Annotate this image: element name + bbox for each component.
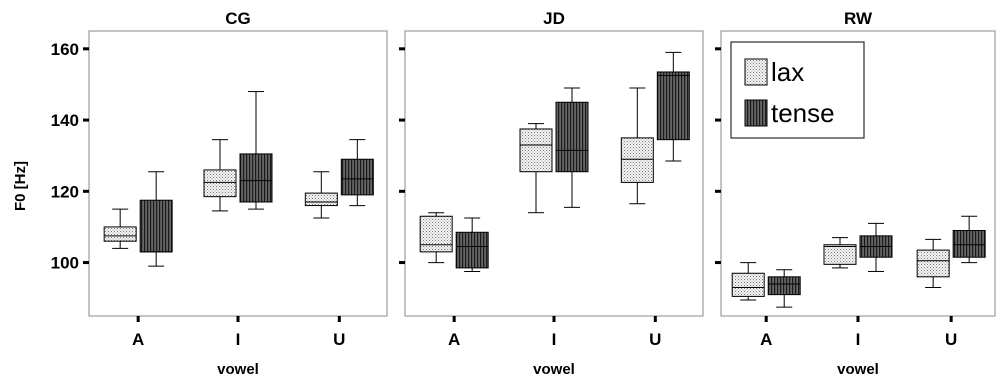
x-tick-label: U (945, 330, 957, 349)
box-i-tense (859, 222, 893, 272)
legend-label-tense: tense (771, 98, 835, 128)
box-iqr (823, 244, 857, 265)
box-u-tense (656, 51, 690, 162)
box-i-lax (203, 139, 237, 212)
x-axis-label: vowel (837, 361, 879, 378)
box-u-tense (340, 139, 374, 207)
y-tick-label: 100 (51, 254, 79, 273)
box-iqr (952, 230, 986, 258)
box-iqr (340, 158, 374, 196)
box-iqr (239, 153, 273, 203)
box-a-lax (731, 262, 765, 301)
box-iqr (203, 169, 237, 198)
legend-swatch-tense (744, 99, 768, 127)
x-axis-label: vowel (533, 361, 575, 378)
box-iqr (620, 137, 654, 183)
x-tick-label: A (448, 330, 460, 349)
x-tick-label: A (760, 330, 772, 349)
legend-label-lax: lax (771, 57, 804, 87)
box-a-tense (455, 217, 489, 272)
box-iqr (555, 101, 589, 173)
box-u-lax (304, 171, 338, 219)
x-tick-label: U (649, 330, 661, 349)
x-tick-label: I (236, 330, 241, 349)
legend-swatch-lax (744, 58, 768, 86)
y-tick-label: 160 (51, 40, 79, 59)
box-iqr (419, 215, 453, 253)
box-iqr (916, 249, 950, 278)
box-i-tense (239, 91, 273, 210)
box-i-tense (555, 87, 589, 208)
box-a-lax (419, 212, 453, 264)
box-iqr (139, 199, 173, 253)
box-i-lax (823, 237, 857, 269)
x-tick-label: U (333, 330, 345, 349)
x-tick-label: A (132, 330, 144, 349)
box-iqr (519, 128, 553, 173)
box-u-lax (916, 238, 950, 288)
box-u-lax (620, 87, 654, 205)
panel-title: RW (844, 9, 873, 28)
y-tick-label: 140 (51, 111, 79, 130)
box-iqr (455, 231, 489, 269)
box-a-tense (139, 171, 173, 267)
box-a-lax (103, 208, 137, 249)
panel-title: JD (543, 9, 565, 28)
y-tick-label: 120 (51, 182, 79, 201)
x-axis-label: vowel (217, 361, 259, 378)
y-axis-label: F0 [Hz] (12, 161, 29, 211)
box-iqr (656, 71, 690, 141)
box-iqr (767, 276, 801, 296)
box-iqr (304, 192, 338, 207)
box-i-lax (519, 123, 553, 214)
legend: lax tense (730, 41, 865, 139)
box-a-tense (767, 269, 801, 308)
x-tick-label: I (856, 330, 861, 349)
box-iqr (731, 272, 765, 297)
box-iqr (103, 226, 137, 242)
panel-title: CG (225, 9, 251, 28)
x-tick-label: I (552, 330, 557, 349)
box-u-tense (952, 215, 986, 264)
